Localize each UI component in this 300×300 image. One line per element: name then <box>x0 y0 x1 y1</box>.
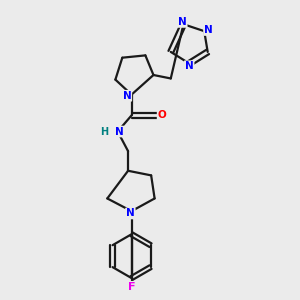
Text: H: H <box>100 127 108 136</box>
Text: F: F <box>128 282 135 292</box>
Text: N: N <box>185 61 194 71</box>
Text: N: N <box>115 127 124 136</box>
Text: N: N <box>122 91 131 101</box>
Text: N: N <box>178 17 187 27</box>
Text: N: N <box>204 25 213 35</box>
Text: N: N <box>126 208 135 218</box>
Text: O: O <box>158 110 166 120</box>
